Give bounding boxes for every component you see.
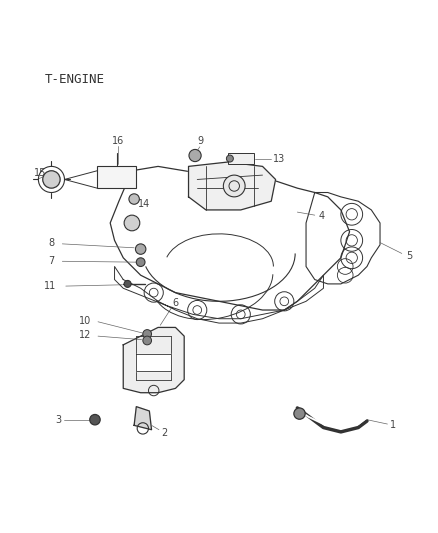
- Text: 4: 4: [318, 212, 325, 221]
- Circle shape: [136, 258, 145, 266]
- Circle shape: [143, 336, 152, 345]
- Text: 8: 8: [48, 238, 54, 247]
- Text: 16: 16: [112, 136, 124, 146]
- Circle shape: [189, 149, 201, 161]
- Polygon shape: [110, 166, 350, 310]
- Text: 1: 1: [390, 421, 396, 430]
- Text: 14: 14: [138, 199, 150, 209]
- Circle shape: [294, 408, 305, 419]
- Text: 3: 3: [55, 415, 61, 425]
- Text: 5: 5: [406, 251, 412, 261]
- Text: 15: 15: [33, 168, 46, 178]
- Circle shape: [223, 175, 245, 197]
- Text: 9: 9: [198, 136, 204, 146]
- Text: T-ENGINE: T-ENGINE: [45, 73, 105, 86]
- Text: 13: 13: [273, 154, 285, 164]
- Text: 2: 2: [162, 428, 168, 438]
- FancyBboxPatch shape: [97, 166, 136, 188]
- Text: 12: 12: [79, 330, 91, 340]
- FancyBboxPatch shape: [228, 154, 254, 164]
- Circle shape: [226, 155, 233, 162]
- Circle shape: [129, 194, 139, 204]
- Text: 10: 10: [79, 316, 91, 326]
- Text: 11: 11: [44, 281, 56, 291]
- Text: 7: 7: [48, 256, 55, 266]
- Circle shape: [43, 171, 60, 188]
- Circle shape: [90, 415, 100, 425]
- Polygon shape: [306, 192, 380, 284]
- Polygon shape: [136, 353, 171, 371]
- Circle shape: [124, 215, 140, 231]
- Circle shape: [124, 280, 131, 287]
- Circle shape: [143, 329, 152, 338]
- Polygon shape: [134, 407, 152, 430]
- Polygon shape: [123, 327, 184, 393]
- Circle shape: [135, 244, 146, 254]
- Text: 6: 6: [173, 298, 179, 309]
- Polygon shape: [188, 162, 276, 210]
